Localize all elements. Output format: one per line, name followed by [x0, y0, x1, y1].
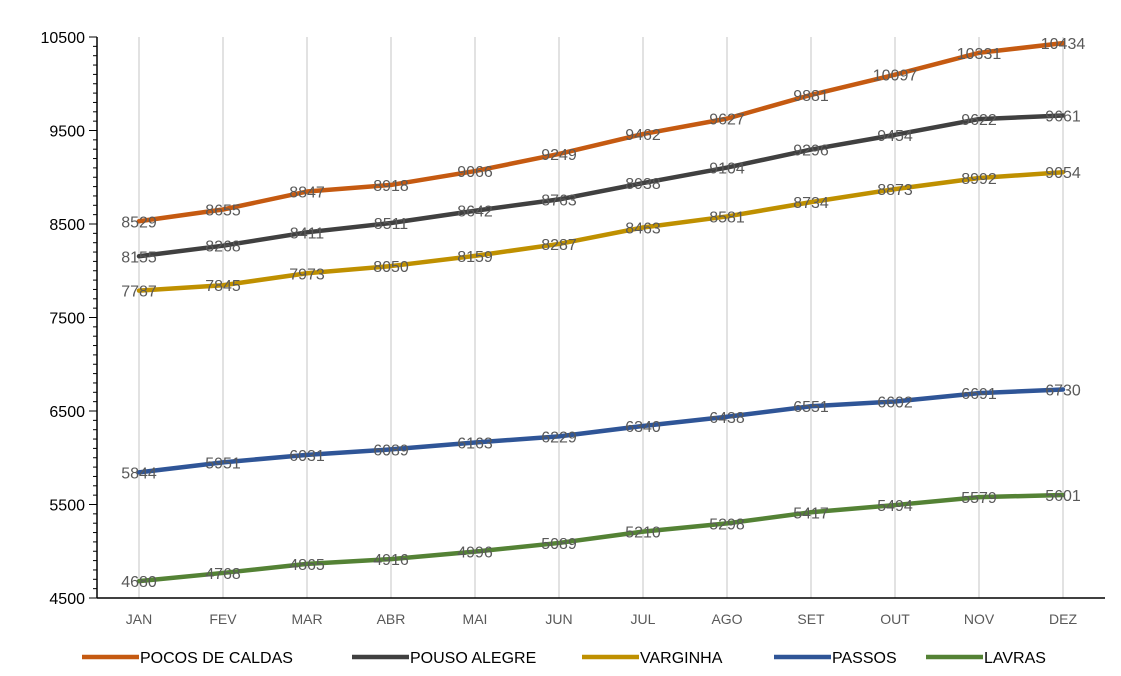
data-label-lavras: 5298: [709, 516, 745, 533]
data-label-pouso-alegre: 8411: [290, 225, 325, 242]
x-tick-label-nov: NOV: [964, 611, 995, 627]
y-tick-label: 10500: [41, 30, 86, 47]
data-label-varginha: 8050: [373, 259, 409, 276]
y-tick-label: 8500: [49, 217, 85, 234]
x-tick-label-mar: MAR: [291, 611, 322, 627]
data-label-varginha: 7973: [289, 266, 325, 283]
data-label-lavras: 5089: [541, 536, 577, 553]
data-label-pouso-alegre: 8155: [121, 249, 157, 266]
data-label-varginha: 8159: [457, 249, 493, 266]
data-label-lavras: 5601: [1045, 488, 1081, 505]
data-label-pocos-de-caldas: 9881: [793, 88, 829, 105]
data-label-pocos-de-caldas: 10434: [1041, 36, 1086, 53]
series-group: [136, 40, 1066, 584]
data-label-pocos-de-caldas: 8918: [373, 178, 409, 195]
data-label-lavras: 5579: [961, 490, 997, 507]
data-label-pocos-de-caldas: 9627: [709, 112, 745, 129]
data-label-passos: 6229: [541, 429, 577, 446]
x-tick-label-dez: DEZ: [1049, 611, 1077, 627]
data-label-pouso-alegre: 9296: [793, 143, 829, 160]
data-label-lavras: 4865: [289, 557, 325, 574]
y-tick-label: 6500: [49, 404, 85, 421]
data-label-passos: 6089: [373, 442, 409, 459]
data-label-lavras: 4916: [373, 552, 409, 569]
x-tick-label-mai: MAI: [463, 611, 488, 627]
data-label-passos: 5844: [121, 465, 157, 482]
data-label-lavras: 5494: [877, 498, 913, 515]
legend-label-passos: PASSOS: [832, 650, 897, 667]
data-label-pocos-de-caldas: 9462: [625, 127, 661, 144]
data-label-varginha: 8734: [793, 195, 829, 212]
legend-label-lavras: LAVRAS: [984, 650, 1046, 667]
data-label-passos: 6551: [793, 399, 829, 416]
data-label-passos: 6691: [961, 386, 997, 403]
data-label-pouso-alegre: 8268: [205, 239, 241, 256]
data-label-varginha: 8287: [541, 237, 577, 254]
y-tick-label: 9500: [49, 124, 85, 141]
legend: POCOS DE CALDAS POUSO ALEGRE VARGINHA PASSO…: [82, 650, 1046, 667]
data-label-pocos-de-caldas: 9249: [541, 147, 577, 164]
data-label-pocos-de-caldas: 8529: [121, 214, 157, 231]
data-label-lavras: 4680: [121, 574, 157, 591]
legend-label-pocos-de-caldas: POCOS DE CALDAS: [140, 650, 293, 667]
series-line-lavras: [136, 492, 1066, 584]
data-label-lavras: 5210: [625, 525, 661, 542]
data-label-pouso-alegre: 8938: [625, 176, 661, 193]
data-label-pocos-de-caldas: 9066: [457, 164, 493, 181]
data-label-pouso-alegre: 8763: [541, 192, 577, 209]
data-label-pouso-alegre: 9661: [1045, 108, 1081, 125]
y-tick-label: 5500: [49, 498, 85, 515]
data-label-varginha: 9054: [1045, 165, 1081, 182]
series-line-pouso-alegre: [136, 113, 1066, 259]
data-label-pouso-alegre: 8511: [374, 216, 409, 233]
data-label-pocos-de-caldas: 8847: [289, 185, 325, 202]
legend-label-varginha: VARGINHA: [640, 650, 723, 667]
series-line-pocos-de-caldas: [136, 40, 1066, 224]
data-label-varginha: 8873: [877, 182, 913, 199]
grid-lines: [138, 37, 1064, 598]
x-tick-label-fev: FEV: [209, 611, 237, 627]
x-tick-label-jun: JUN: [545, 611, 572, 627]
data-label-varginha: 8581: [709, 209, 745, 226]
legend-label-pouso-alegre: POUSO ALEGRE: [410, 650, 536, 667]
series-line-passos: [136, 387, 1066, 475]
data-label-passos: 6340: [625, 419, 661, 436]
data-label-lavras: 4996: [457, 545, 493, 562]
axes: 4500 5500 6500 7500 8500 9500 10500 JAN FEV MAR AB…: [41, 30, 1105, 627]
data-label-pocos-de-caldas: 8655: [205, 203, 241, 220]
data-label-pouso-alegre: 9104: [709, 161, 745, 178]
data-label-passos: 6602: [877, 394, 913, 411]
data-label-passos: 5951: [205, 455, 241, 472]
x-tick-label-jan: JAN: [126, 611, 152, 627]
data-labels: 8529 8655 8847 8918 9066 9249 9462 9627 9881 1009…: [121, 36, 1085, 591]
x-tick-label-set: SET: [797, 611, 825, 627]
data-label-varginha: 7787: [121, 284, 157, 301]
data-label-passos: 6163: [457, 436, 493, 453]
data-label-varginha: 7845: [205, 278, 241, 295]
data-label-pouso-alegre: 9454: [877, 128, 913, 145]
data-label-pouso-alegre: 8642: [457, 204, 493, 221]
data-label-pocos-de-caldas: 10097: [873, 68, 918, 85]
data-label-passos: 6438: [709, 410, 745, 427]
data-label-varginha: 8992: [961, 171, 997, 188]
x-tick-label-abr: ABR: [377, 611, 406, 627]
x-tick-label-ago: AGO: [711, 611, 742, 627]
data-label-pocos-de-caldas: 10331: [957, 46, 1002, 63]
y-tick-label: 4500: [49, 591, 85, 608]
data-label-passos: 6730: [1045, 382, 1081, 399]
data-label-lavras: 5417: [793, 505, 829, 522]
data-label-varginha: 8463: [625, 220, 661, 237]
data-label-pouso-alegre: 9622: [961, 112, 997, 129]
x-tick-label-jul: JUL: [631, 611, 656, 627]
series-line-varginha: [136, 169, 1066, 293]
data-label-passos: 6031: [289, 448, 325, 465]
y-tick-label: 7500: [49, 311, 85, 328]
x-tick-label-out: OUT: [880, 611, 910, 627]
data-label-lavras: 4768: [205, 566, 241, 583]
